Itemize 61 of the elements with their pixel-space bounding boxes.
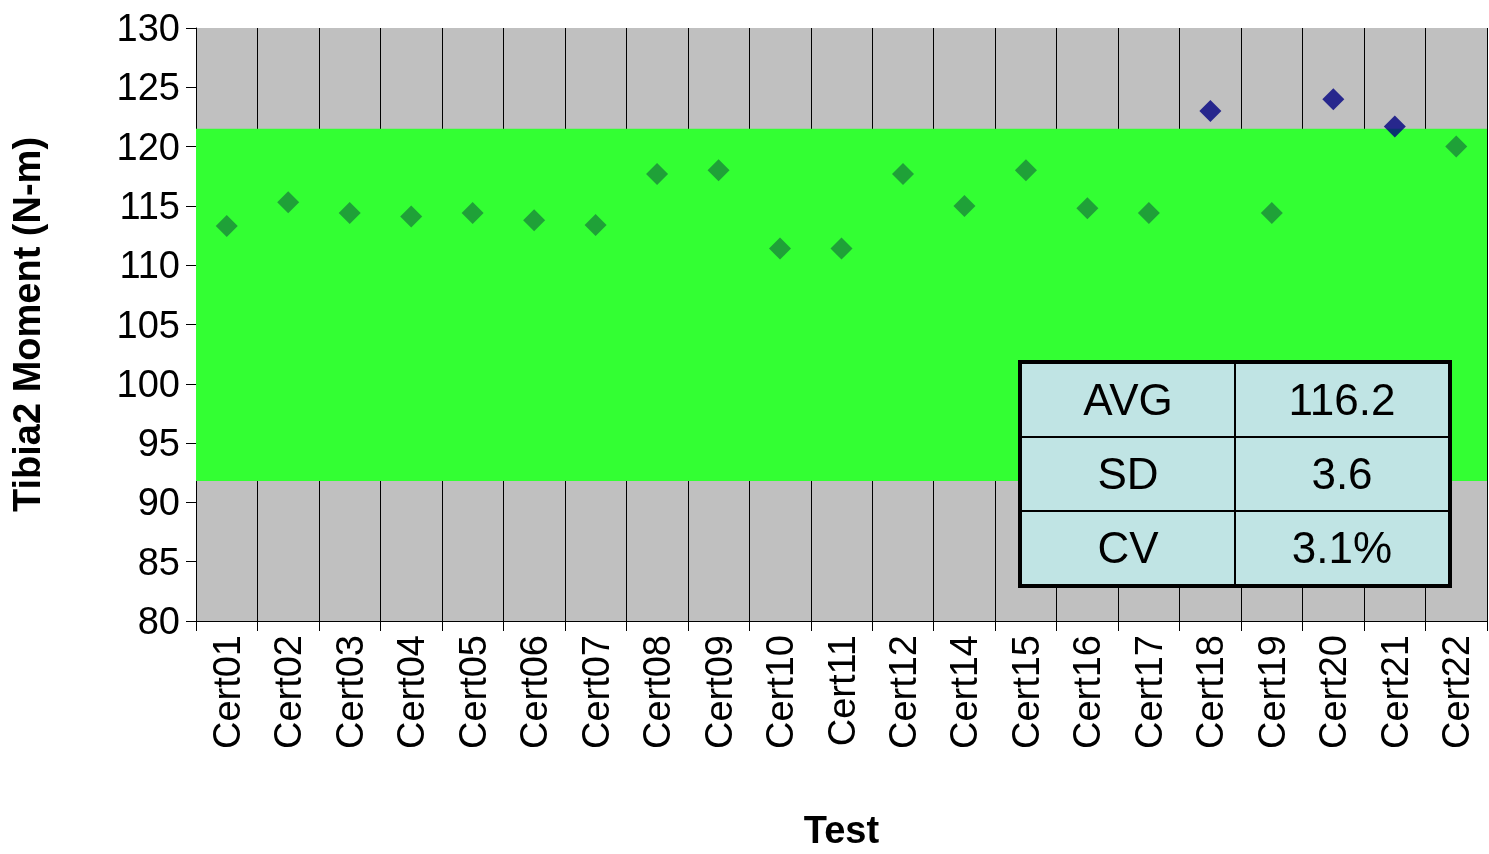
x-axis-title: Test [803, 809, 880, 851]
x-tick-label: Cert08 [636, 635, 679, 750]
x-tick-label: Cert02 [267, 635, 310, 750]
point [707, 159, 730, 182]
x-tick-label: Cert18 [1189, 635, 1232, 750]
point [769, 237, 792, 260]
x-tick-label: Cert05 [451, 635, 494, 750]
point [523, 209, 546, 232]
point [891, 162, 914, 185]
point [1076, 197, 1099, 220]
annotation: CV [1020, 511, 1235, 586]
y-tick-label: 95 [137, 422, 180, 465]
point [584, 213, 607, 236]
y-tick-label: 80 [137, 600, 180, 642]
x-tick-label: Cert19 [1250, 635, 1293, 750]
point [1199, 100, 1222, 123]
point [953, 194, 976, 217]
y-tick-label: 85 [137, 540, 180, 583]
x-tick-label: Cert09 [697, 635, 740, 750]
point [338, 202, 361, 225]
x-tick-label: Cert06 [513, 635, 556, 750]
y-tick-label: 105 [116, 303, 180, 346]
y-tick-label: 90 [137, 481, 180, 524]
point [830, 237, 853, 260]
y-tick-label: 120 [116, 125, 180, 168]
x-tick-label: Cert10 [759, 635, 802, 750]
y-tick-label: 125 [116, 66, 180, 109]
y-tick-label: 110 [119, 244, 180, 287]
x-tick-label: Cert03 [328, 635, 371, 750]
x-tick-label: Cert22 [1435, 635, 1478, 750]
x-tick-label: Cert04 [390, 635, 433, 750]
point [1014, 159, 1037, 182]
point [1322, 88, 1345, 111]
annotation: SD [1020, 437, 1235, 511]
x-tick-label: Cert17 [1127, 635, 1170, 750]
point [400, 205, 423, 228]
annotation: 3.1% [1235, 511, 1450, 586]
x-tick-label: Cert12 [881, 635, 924, 750]
y-tick-label: 130 [116, 7, 180, 49]
annotation: 3.6 [1235, 437, 1450, 511]
point [461, 202, 484, 225]
point [1260, 202, 1283, 225]
x-tick-label: Cert07 [574, 635, 617, 750]
point [215, 215, 238, 238]
annotation: 116.2 [1235, 362, 1450, 437]
point [277, 191, 300, 214]
x-tick-label: Cert14 [943, 635, 986, 750]
x-tick-label: Cert20 [1312, 635, 1355, 750]
point [1445, 135, 1468, 158]
y-tick-label: 115 [119, 184, 180, 227]
point [646, 162, 669, 185]
point [1137, 202, 1160, 225]
x-tick-label: Cert01 [205, 635, 248, 750]
point [1383, 115, 1406, 138]
y-tick-label: 100 [116, 362, 180, 405]
x-tick-label: Cert15 [1004, 635, 1047, 750]
x-tick-label: Cert21 [1373, 635, 1416, 750]
x-tick-label: Cert11 [820, 635, 863, 747]
y-axis-title: Tibia2 Moment (N-m) [6, 136, 48, 513]
annotation: AVG [1020, 362, 1235, 437]
x-tick-label: Cert16 [1066, 635, 1109, 750]
